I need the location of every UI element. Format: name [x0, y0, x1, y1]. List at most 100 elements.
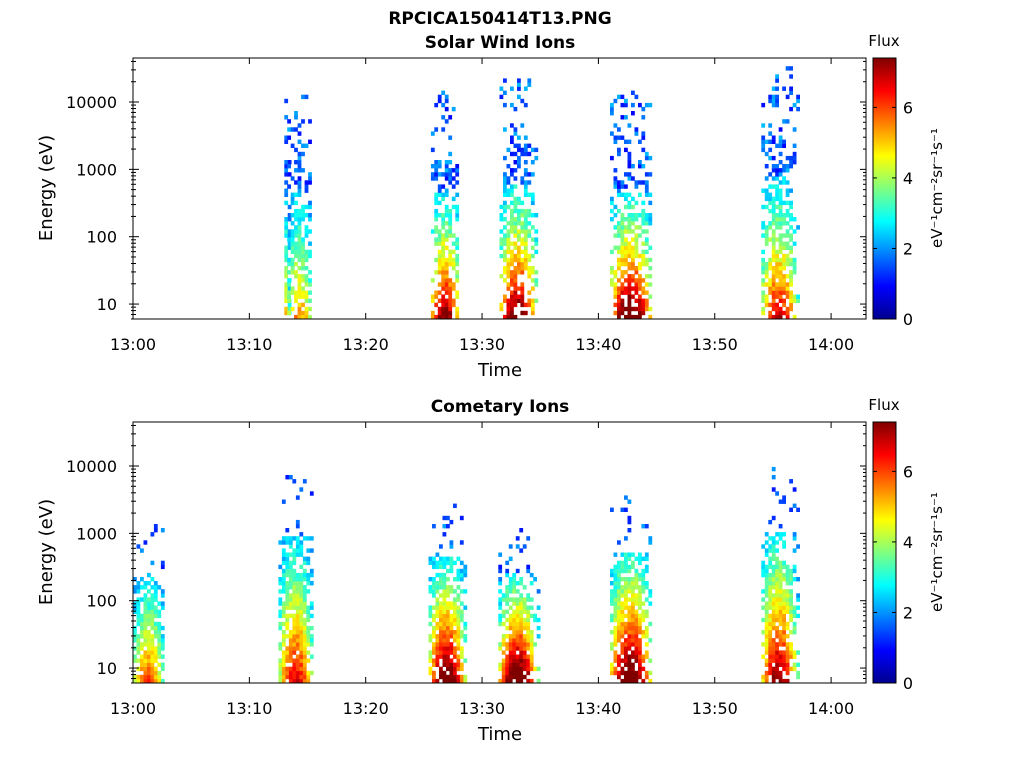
heatmap-cell: [523, 261, 528, 267]
heatmap-cell: [288, 544, 293, 549]
heatmap-cell: [140, 617, 144, 623]
heatmap-cell: [771, 654, 776, 659]
heatmap-cell: [523, 213, 528, 218]
heatmap-cell: [451, 233, 456, 238]
heatmap-cell: [613, 666, 618, 672]
heatmap-cell: [613, 168, 618, 173]
heatmap-cell: [782, 605, 786, 610]
heatmap-cell: [306, 634, 311, 639]
heatmap-cell: [285, 552, 290, 557]
heatmap-cell: [444, 298, 449, 303]
heatmap-cell: [448, 294, 453, 299]
heatmap-cell: [290, 196, 295, 202]
heatmap-cell: [287, 213, 292, 218]
heatmap-cell: [517, 78, 521, 83]
heatmap-cell: [513, 282, 518, 287]
heatmap-cell: [624, 581, 628, 586]
heatmap-cell: [771, 135, 776, 140]
heatmap-cell: [620, 589, 625, 594]
heatmap-cell: [775, 601, 779, 606]
heatmap-cell: [281, 634, 286, 639]
heatmap-cell: [434, 200, 439, 206]
heatmap-cell: [428, 650, 433, 655]
heatmap-cell: [501, 666, 506, 672]
heatmap-cell: [515, 634, 520, 639]
heatmap-cell: [448, 249, 453, 255]
heatmap-cell: [624, 172, 628, 177]
heatmap-cell: [775, 548, 779, 553]
heatmap-cell: [627, 274, 632, 279]
heatmap-cell: [292, 646, 297, 651]
heatmap-cell: [441, 196, 446, 202]
heatmap-cell: [519, 670, 524, 676]
heatmap-cell: [771, 540, 776, 545]
heatmap-cell: [785, 581, 790, 586]
heatmap-cell: [517, 257, 521, 263]
heatmap-cell: [435, 572, 440, 578]
heatmap-cell: [444, 208, 449, 214]
heatmap-cell: [290, 127, 295, 132]
heatmap-cell: [785, 577, 790, 582]
heatmap-cell: [530, 172, 535, 177]
heatmap-cell: [534, 237, 539, 242]
heatmap-cell: [439, 585, 443, 590]
heatmap-cell: [768, 266, 773, 271]
heatmap-cell: [796, 507, 800, 512]
heatmap-cell: [768, 617, 773, 623]
heatmap-cell: [768, 642, 773, 647]
heatmap-cell: [439, 650, 443, 655]
heatmap-cell: [304, 188, 309, 193]
heatmap-cell: [287, 241, 292, 246]
heatmap-cell: [617, 127, 621, 132]
heatmap-cell: [778, 314, 783, 320]
heatmap-cell: [150, 678, 155, 684]
heatmap-cell: [503, 298, 507, 303]
heatmap-cell: [638, 282, 642, 287]
heatmap-cell: [785, 282, 790, 287]
heatmap-cell: [627, 298, 632, 303]
heatmap-cell: [638, 274, 642, 279]
heatmap-cell: [610, 572, 614, 578]
heatmap-cell: [517, 253, 521, 259]
heatmap-cell: [508, 654, 513, 659]
heatmap-cell: [153, 674, 158, 680]
heatmap-cell: [281, 642, 286, 647]
heatmap-cell: [771, 249, 776, 255]
heatmap-cell: [463, 674, 468, 680]
heatmap-cell: [442, 621, 447, 627]
heatmap-cell: [627, 581, 632, 586]
heatmap-cell: [768, 519, 773, 525]
heatmap-cell: [792, 654, 797, 659]
heatmap-cell: [505, 646, 510, 651]
heatmap-cell: [449, 646, 454, 651]
heatmap-cell: [613, 245, 618, 250]
heatmap-cell: [456, 585, 461, 590]
heatmap-cell: [508, 638, 513, 643]
heatmap-cell: [292, 536, 297, 541]
heatmap-cell: [150, 593, 155, 598]
heatmap-cell: [644, 306, 649, 312]
heatmap-cell: [442, 515, 447, 521]
heatmap-cell: [624, 670, 628, 676]
heatmap-cell: [292, 605, 297, 610]
heatmap-cell: [299, 544, 304, 549]
heatmap-cell: [449, 589, 454, 594]
heatmap-cell: [631, 650, 635, 655]
heatmap-cell: [143, 609, 148, 614]
heatmap-cell: [297, 266, 302, 271]
heatmap-cell: [153, 589, 158, 594]
heatmap-cell: [778, 662, 783, 667]
heatmap-cell: [302, 630, 307, 635]
heatmap-cell: [294, 245, 298, 250]
heatmap-cell: [284, 290, 289, 295]
heatmap-cell: [456, 593, 461, 598]
heatmap-cell: [278, 609, 283, 614]
heatmap-cell: [638, 601, 642, 606]
heatmap-cell: [517, 196, 521, 202]
heatmap-cell: [459, 589, 464, 594]
heatmap-cell: [510, 172, 514, 177]
heatmap-cell: [306, 572, 311, 578]
heatmap-cell: [641, 572, 646, 578]
heatmap-cell: [432, 674, 436, 680]
